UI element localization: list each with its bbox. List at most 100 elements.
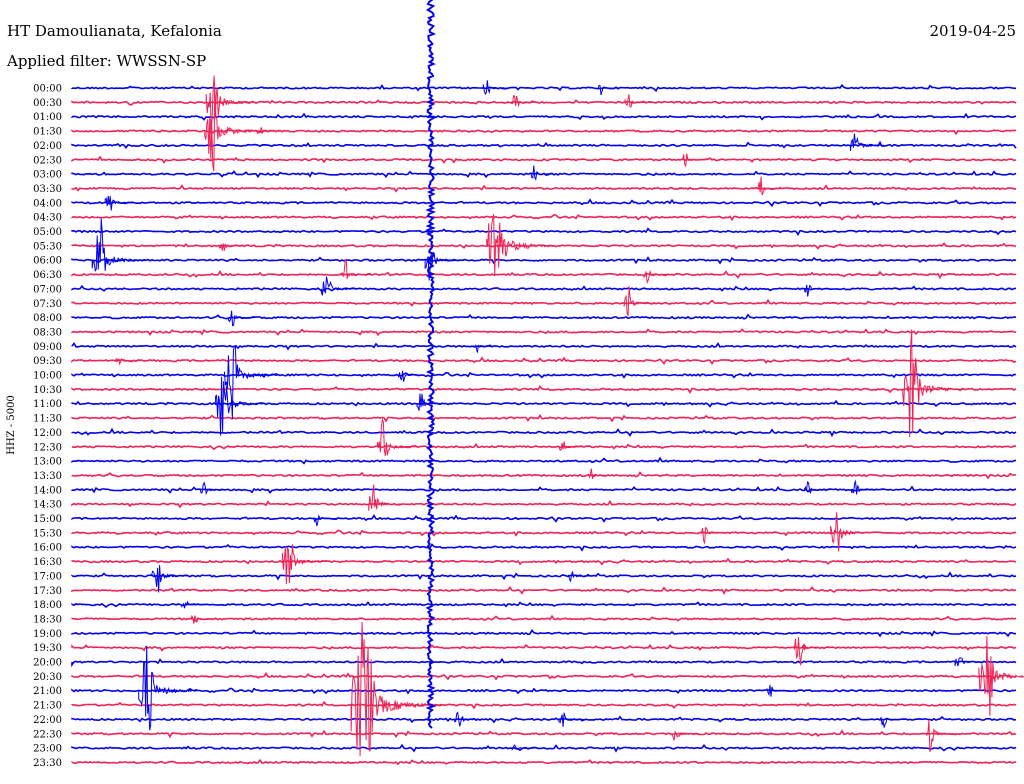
event-mark-54 (925, 720, 960, 753)
time-label-0: 00:00 (33, 84, 62, 95)
event-mark-1 (596, 84, 622, 96)
time-labels: 00:00 00:30 01:00 01:30 02:00 02:30 03:00 03:30… (33, 84, 62, 769)
trace-row-22 (71, 399, 1017, 408)
event-mark-52 (879, 716, 906, 728)
trace-row-15 (71, 298, 1017, 307)
time-label-34: 17:00 (33, 571, 62, 582)
trace-row-14 (71, 284, 1017, 293)
event-mark-7 (849, 133, 885, 151)
event-mark-30 (558, 441, 585, 451)
event-mark-25 (398, 370, 424, 382)
trace-row-20 (71, 371, 1017, 379)
event-mark-5 (204, 87, 263, 172)
time-label-6: 03:00 (33, 170, 62, 181)
time-label-7: 03:30 (33, 184, 62, 195)
chart-title: HT Damoulianata, Kefalonia (7, 22, 222, 40)
trace-row-34 (71, 571, 1017, 581)
time-label-24: 12:00 (33, 428, 62, 439)
trace-row-2 (71, 112, 1017, 121)
trace-row-26 (71, 456, 1017, 465)
event-mark-12 (486, 214, 554, 277)
trace-row-35 (71, 586, 1017, 595)
trace-row-23 (71, 414, 1016, 423)
event-mark-49 (350, 621, 442, 757)
time-label-40: 20:00 (33, 658, 62, 669)
event-mark-41 (568, 571, 594, 582)
time-label-28: 14:00 (33, 485, 62, 496)
event-mark-23 (115, 357, 139, 366)
y-axis-label: HHZ - 5000 (6, 395, 17, 455)
time-label-31: 15:30 (33, 528, 62, 539)
time-label-33: 16:30 (33, 557, 62, 568)
trace-row-4 (71, 140, 1017, 150)
trace-row-42 (71, 687, 1017, 695)
event-mark-24 (223, 345, 279, 420)
trace-row-1 (71, 99, 1017, 106)
trace-row-0 (71, 83, 1017, 93)
event-mark-29 (376, 417, 418, 456)
trace-row-21 (71, 385, 1017, 394)
event-mark-36 (313, 514, 338, 527)
trace-row-43 (71, 700, 1017, 710)
time-label-20: 10:00 (33, 371, 62, 382)
time-label-8: 04:00 (33, 198, 62, 209)
event-mark-47 (138, 645, 197, 731)
event-mark-2 (205, 75, 256, 133)
trace-row-45 (71, 729, 1017, 739)
trace-row-16 (71, 313, 1017, 320)
event-mark-17 (643, 269, 670, 285)
trace-row-8 (71, 198, 1016, 208)
event-marks (91, 75, 1024, 757)
event-mark-34 (851, 479, 878, 495)
time-label-13: 06:30 (33, 270, 62, 281)
time-label-39: 19:30 (33, 643, 62, 654)
event-mark-50 (454, 711, 483, 727)
trace-row-36 (71, 601, 1017, 609)
time-label-30: 15:00 (33, 514, 62, 525)
trace-rows (71, 83, 1017, 766)
trace-row-10 (71, 227, 1017, 237)
trace-row-24 (71, 427, 1017, 438)
trace-row-7 (71, 184, 1017, 193)
trace-row-39 (71, 643, 1017, 652)
event-mark-43 (190, 614, 216, 624)
event-mark-44 (793, 637, 830, 666)
event-mark-37 (700, 526, 727, 545)
trace-row-28 (71, 485, 1017, 494)
time-label-26: 13:00 (33, 457, 62, 468)
trace-row-32 (71, 543, 1017, 552)
trace-row-27 (71, 471, 1016, 480)
trace-row-47 (71, 758, 1017, 766)
chart-subtitle: Applied filter: WWSSN-SP (6, 52, 206, 70)
trace-row-19 (71, 356, 1017, 365)
time-label-1: 00:30 (33, 98, 62, 109)
time-label-38: 19:00 (33, 629, 62, 640)
trace-row-40 (71, 657, 1017, 668)
time-label-37: 18:30 (33, 614, 62, 625)
event-mark-40 (151, 565, 188, 593)
time-label-5: 02:30 (33, 155, 62, 166)
event-mark-11 (104, 195, 136, 211)
trace-row-3 (71, 129, 1017, 136)
trace-row-18 (71, 341, 1017, 351)
time-label-17: 08:30 (33, 327, 62, 338)
event-mark-53 (671, 730, 700, 741)
trace-row-41 (71, 672, 1017, 681)
event-mark-32 (199, 481, 227, 496)
trace-row-17 (71, 328, 1017, 337)
chart-date: 2019-04-25 (930, 22, 1016, 40)
event-mark-45 (954, 657, 983, 667)
event-mark-4 (624, 94, 651, 108)
time-label-15: 07:30 (33, 299, 62, 310)
time-label-9: 04:30 (33, 213, 62, 224)
trace-row-37 (71, 614, 1017, 623)
event-mark-51 (558, 712, 585, 727)
time-label-25: 12:30 (33, 442, 62, 453)
time-label-36: 18:00 (33, 600, 62, 611)
trace-row-25 (71, 443, 1017, 451)
time-label-2: 01:00 (33, 112, 62, 123)
trace-row-5 (71, 155, 1017, 164)
event-mark-20 (623, 286, 657, 317)
trace-row-9 (71, 213, 1017, 222)
